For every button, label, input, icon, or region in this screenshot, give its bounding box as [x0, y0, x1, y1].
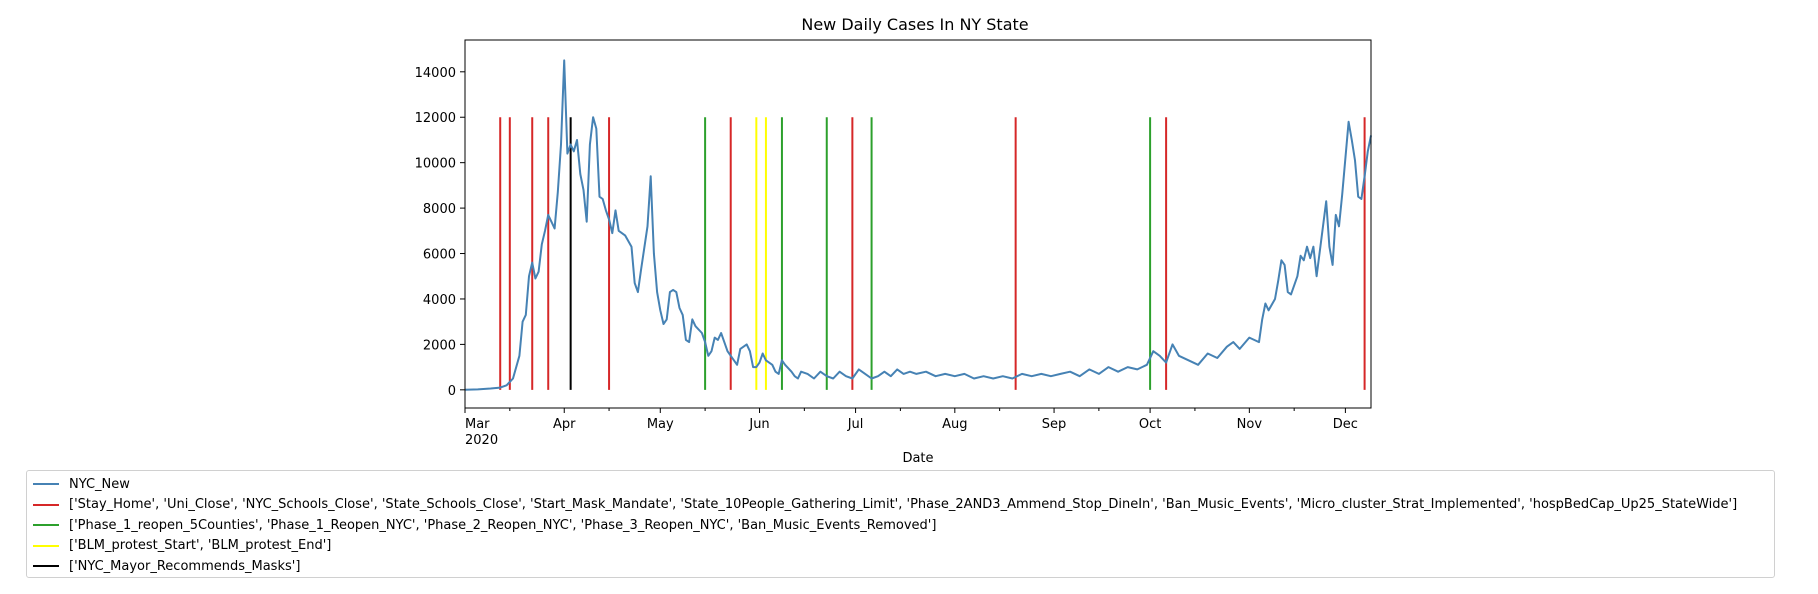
x-tick-label-5: Aug: [942, 417, 967, 432]
y-tick-label-2: 4000: [423, 293, 456, 308]
y-tick-label-4: 8000: [423, 202, 456, 217]
x-tick-label-0: Mar: [465, 417, 490, 432]
legend-label: NYC_New: [69, 476, 130, 492]
x-tick-label-2: May: [647, 417, 674, 432]
legend-swatch: [33, 524, 59, 527]
legend-label: ['NYC_Mayor_Recommends_Masks']: [69, 558, 301, 574]
series-line-0: [464, 59, 1372, 391]
chart-title: New Daily Cases In NY State: [801, 15, 1028, 34]
x-tick-label-1: Apr: [553, 417, 576, 432]
x-tick-label-9: Dec: [1333, 417, 1358, 432]
y-tick-label-6: 12000: [415, 111, 456, 126]
legend-swatch: [33, 565, 59, 568]
legend-item: ['BLM_protest_Start', 'BLM_protest_End']: [33, 536, 1774, 557]
legend-swatch: [33, 544, 59, 547]
legend-swatch: [33, 483, 59, 486]
y-tick-label-7: 14000: [415, 66, 456, 81]
y-tick-label-5: 10000: [415, 157, 456, 172]
x-tick-label-4: Jul: [847, 417, 864, 432]
legend-swatch: [33, 503, 59, 506]
y-tick-label-3: 6000: [423, 248, 456, 263]
y-tick-label-1: 2000: [423, 338, 456, 353]
x-tick-label-3: Jun: [748, 417, 769, 432]
x-tick-label-8: Nov: [1237, 417, 1263, 432]
y-tick-label-0: 0: [448, 384, 456, 399]
legend: NYC_New ['Stay_Home', 'Uni_Close', 'NYC_S…: [26, 470, 1775, 578]
x-tick-sublabel-0: 2020: [465, 433, 498, 448]
legend-label: ['Stay_Home', 'Uni_Close', 'NYC_Schools_…: [69, 497, 1738, 513]
event-lines: [499, 117, 1366, 390]
legend-item: ['Stay_Home', 'Uni_Close', 'NYC_Schools_…: [33, 495, 1774, 516]
series-layer: [464, 59, 1372, 391]
legend-item: ['Phase_1_reopen_5Counties', 'Phase_1_Re…: [33, 515, 1774, 536]
plot-frame: [464, 39, 1372, 409]
x-tick-label-6: Sep: [1042, 417, 1067, 432]
legend-item: NYC_New: [33, 474, 1774, 495]
legend-item: ['NYC_Mayor_Recommends_Masks']: [33, 556, 1774, 577]
legend-label: ['Phase_1_reopen_5Counties', 'Phase_1_Re…: [69, 517, 937, 533]
x-axis-label: Date: [902, 451, 933, 466]
x-tick-label-7: Oct: [1139, 417, 1161, 432]
legend-label: ['BLM_protest_Start', 'BLM_protest_End']: [69, 538, 332, 554]
